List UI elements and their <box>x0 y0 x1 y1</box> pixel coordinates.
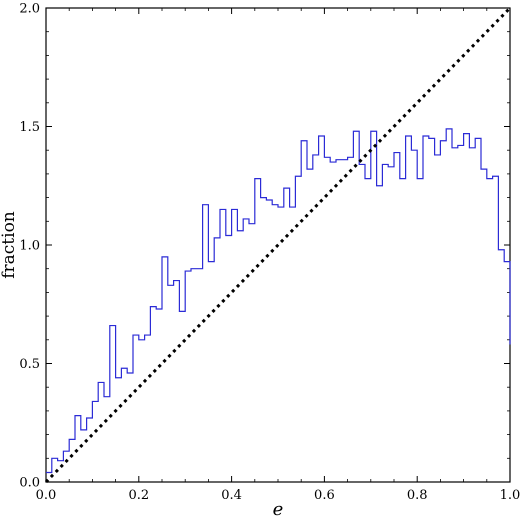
y-tick-label: 1.0 <box>19 239 40 254</box>
series-group <box>44 6 512 484</box>
y-axis-label: fraction <box>0 211 19 279</box>
x-axis-label: e <box>273 499 284 520</box>
reference-dotted-line <box>44 6 512 484</box>
x-tick-label: 0.2 <box>128 488 149 503</box>
x-tick-label: 0.6 <box>314 488 335 503</box>
y-tick-label: 0.0 <box>19 476 40 491</box>
x-tick-label: 1.0 <box>500 488 520 503</box>
x-tick-label: 0.8 <box>407 488 428 503</box>
y-tick-label: 2.0 <box>19 2 40 17</box>
histogram-step-line <box>46 128 511 474</box>
tick-group: 0.0 0.2 0.4 0.6 0.8 1.0 0.0 0.5 1.0 1.5 2.0 <box>19 2 520 504</box>
y-tick-label: 0.5 <box>19 357 40 372</box>
y-tick-label: 1.5 <box>19 120 40 135</box>
x-tick-label: 0.0 <box>36 488 57 503</box>
x-tick-label: 0.4 <box>221 488 242 503</box>
